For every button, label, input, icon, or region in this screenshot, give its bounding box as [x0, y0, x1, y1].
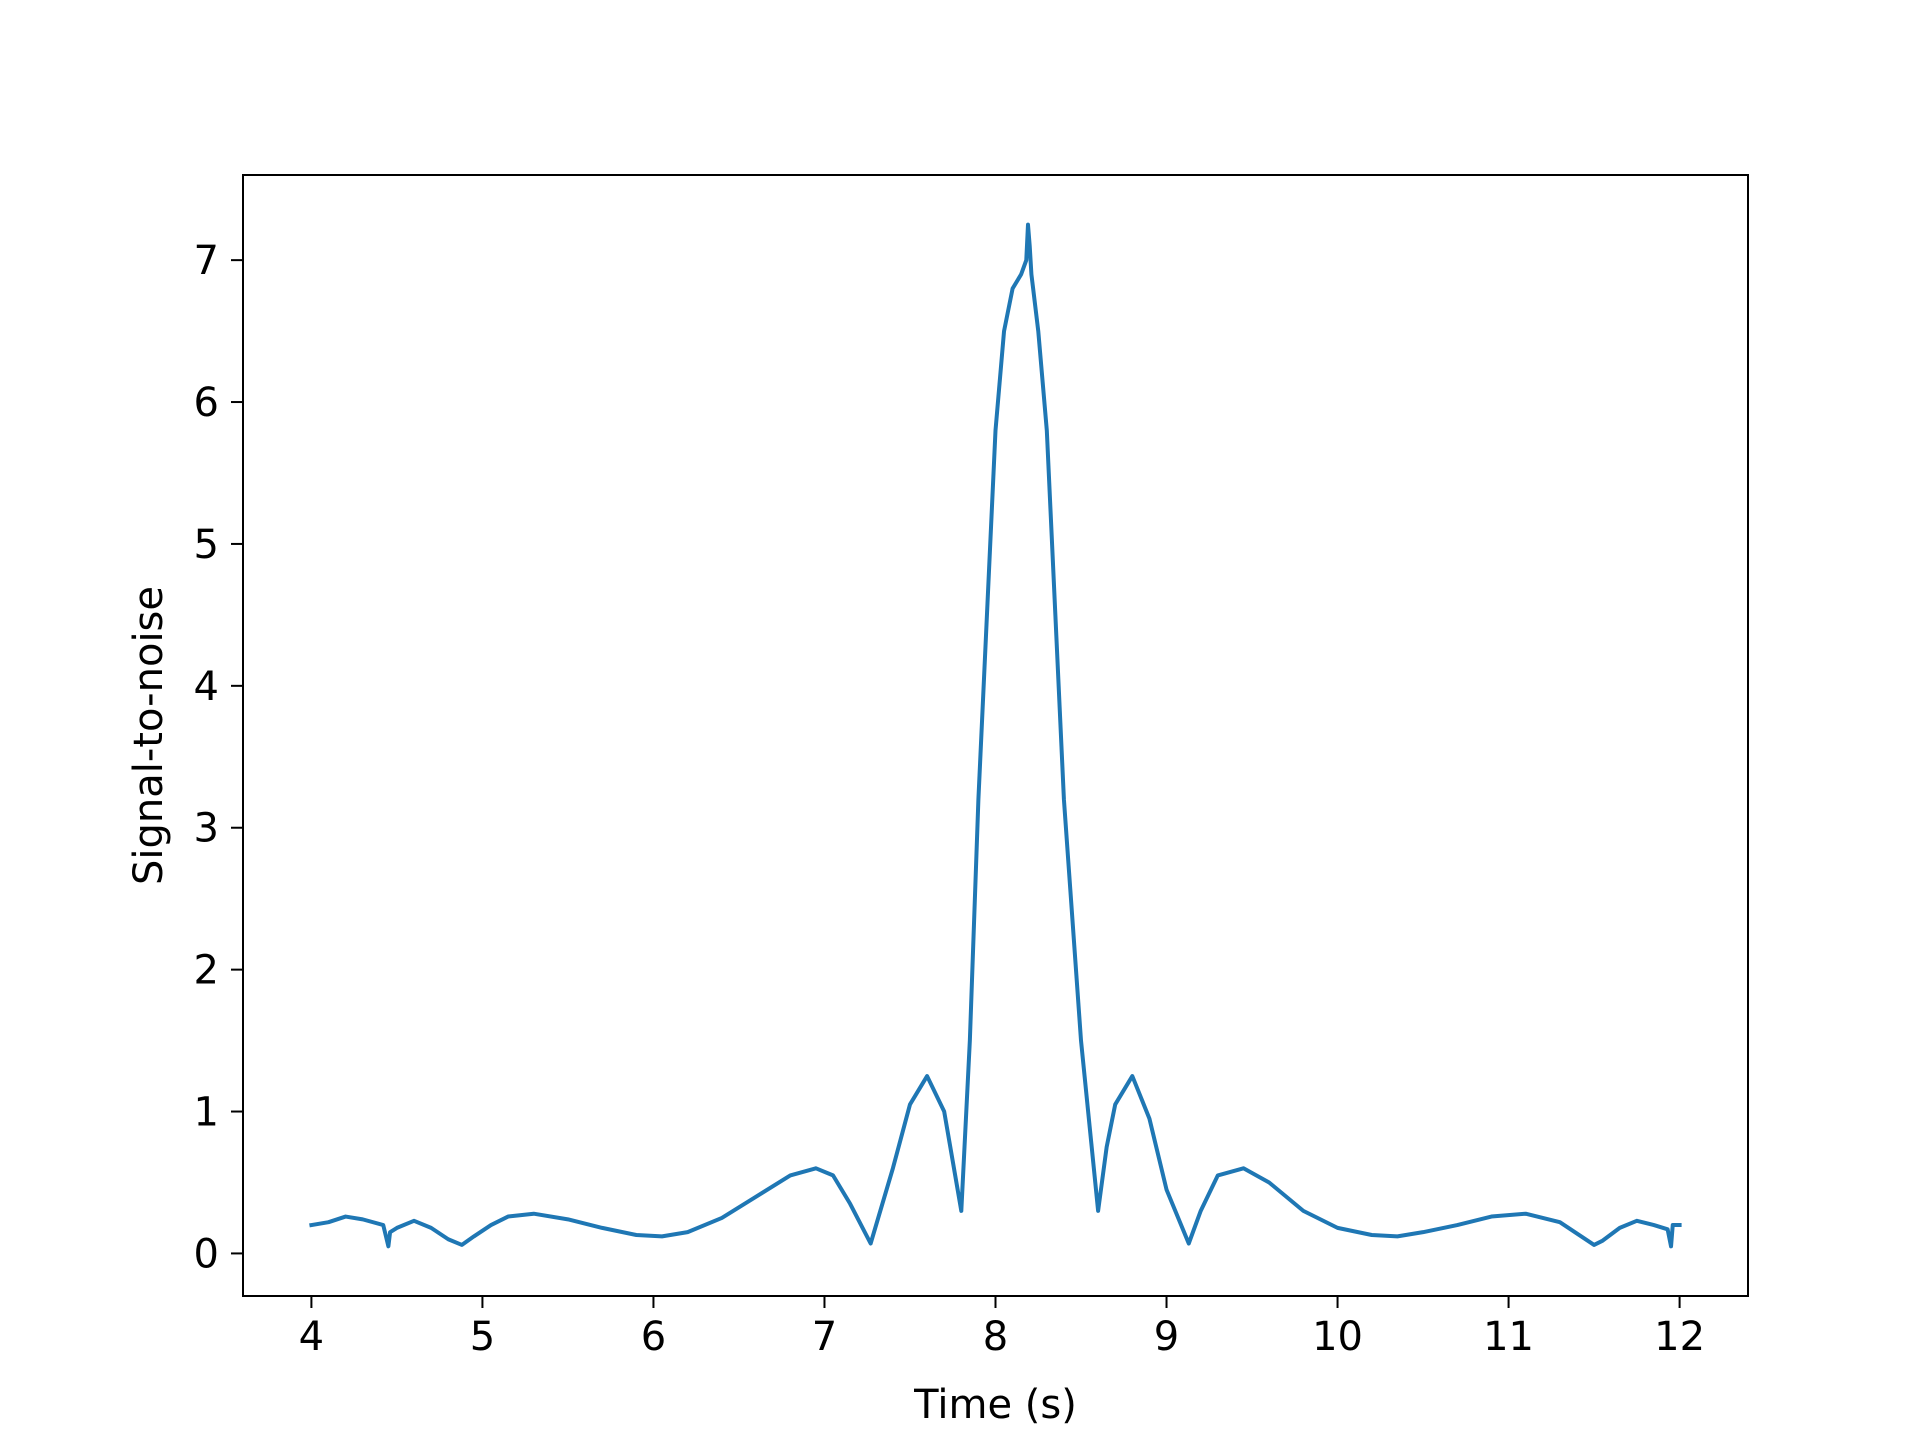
x-tick-label: 11	[1483, 1314, 1534, 1360]
x-tick-label: 8	[983, 1314, 1008, 1360]
x-tick-label: 10	[1312, 1314, 1363, 1360]
x-tick-label: 6	[641, 1314, 666, 1360]
y-tick-label: 4	[194, 664, 219, 710]
plot-area	[309, 222, 1682, 1249]
y-tick-label: 0	[194, 1231, 219, 1277]
y-tick-label: 5	[194, 522, 219, 568]
y-axis-ticks: 0 1 2 3 4 5 6 7	[194, 238, 243, 1277]
y-tick-label: 7	[194, 238, 219, 284]
y-tick-label: 6	[194, 380, 219, 426]
x-tick-label: 7	[812, 1314, 837, 1360]
x-axis-label: Time (s)	[913, 1382, 1077, 1428]
y-tick-label: 2	[194, 948, 219, 994]
x-axis-ticks: 4 5 6 7 8 9 10 11 12	[299, 1296, 1705, 1360]
series-line-0	[309, 222, 1682, 1249]
x-tick-label: 4	[299, 1314, 324, 1360]
x-tick-label: 5	[470, 1314, 495, 1360]
y-axis-label: Signal-to-noise	[126, 586, 172, 885]
y-tick-label: 3	[194, 806, 219, 852]
x-tick-label: 12	[1654, 1314, 1705, 1360]
y-tick-label: 1	[194, 1090, 219, 1136]
x-tick-label: 9	[1154, 1314, 1179, 1360]
